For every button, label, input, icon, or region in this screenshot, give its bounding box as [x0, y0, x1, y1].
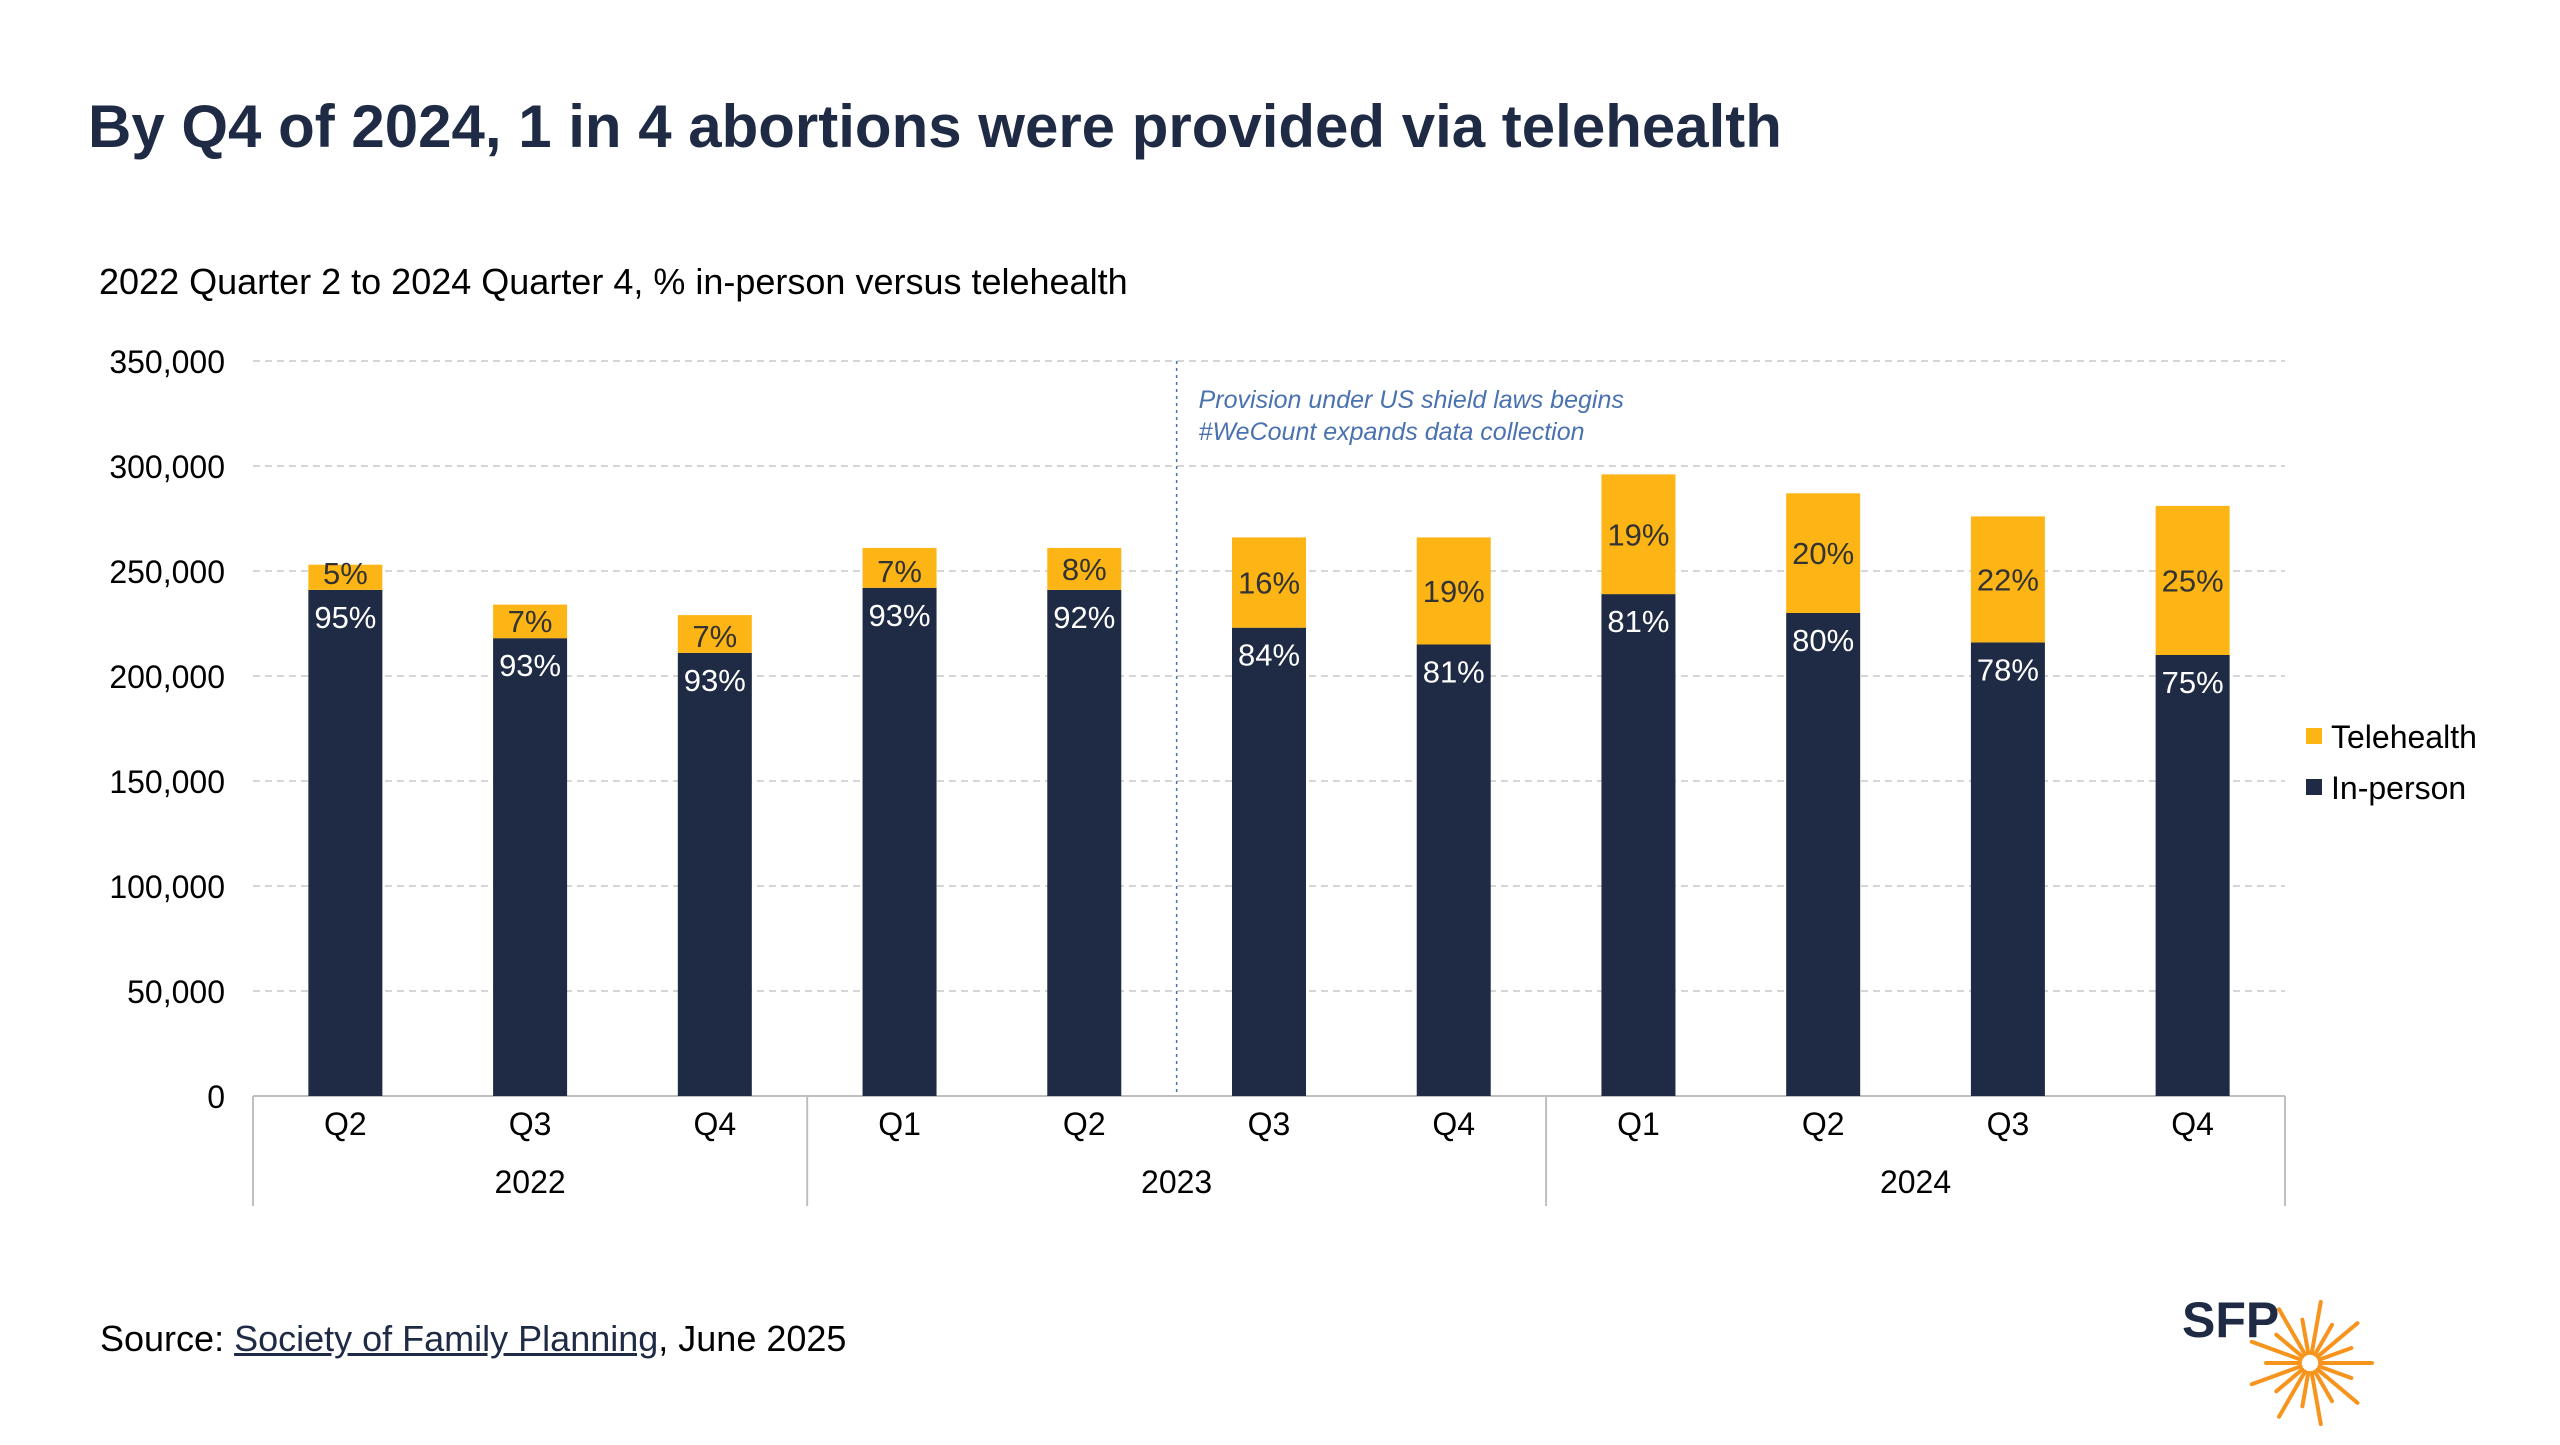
data-label-in-person: 78% — [1977, 652, 2039, 687]
legend-label: Telehealth — [2331, 719, 2477, 755]
starburst-ray — [2309, 1370, 2323, 1427]
bar-in-person — [493, 638, 568, 1096]
x-tick-label: Q3 — [1248, 1106, 1291, 1142]
starburst-ray — [2315, 1367, 2360, 1405]
x-group-label: 2022 — [494, 1164, 565, 1200]
y-tick-label: 50,000 — [127, 974, 225, 1010]
bar-in-person — [308, 589, 383, 1096]
data-label-in-person: 92% — [1053, 600, 1115, 635]
bar-in-person — [862, 587, 937, 1096]
bar-telehealth — [1786, 493, 1861, 613]
y-tick-label: 200,000 — [109, 659, 225, 695]
annotation-text: #WeCount expands data collection — [1199, 418, 1585, 446]
x-tick-label: Q4 — [693, 1106, 736, 1142]
y-tick-label: 300,000 — [109, 449, 225, 485]
starburst-ray — [2274, 1332, 2305, 1359]
x-tick-label: Q2 — [324, 1106, 367, 1142]
source-prefix: Source: — [100, 1318, 235, 1359]
data-label-telehealth: 8% — [1062, 552, 1107, 587]
chart-subtitle: 2022 Quarter 2 to 2024 Quarter 4, % in-p… — [99, 261, 1128, 302]
data-label-in-person: 75% — [2162, 665, 2224, 700]
bar-in-person — [1416, 644, 1491, 1096]
y-tick-label: 350,000 — [109, 344, 225, 380]
bar-in-person — [1786, 613, 1861, 1096]
bar-telehealth — [1232, 537, 1306, 628]
starburst-ray — [2313, 1369, 2334, 1404]
data-label-in-person: 93% — [499, 648, 561, 683]
logo-text: SFP — [2182, 1292, 2280, 1348]
data-label-telehealth: 7% — [692, 619, 737, 654]
legend-label: In-person — [2331, 770, 2466, 806]
bar-in-person — [677, 652, 752, 1096]
source-link[interactable]: Society of Family Planning — [234, 1318, 659, 1359]
bar-telehealth — [493, 604, 568, 639]
data-label-in-person: 93% — [684, 663, 746, 698]
sfp-logo: SFP — [2170, 1285, 2410, 1445]
bar-in-person — [1047, 589, 1122, 1096]
data-label-in-person: 80% — [1792, 623, 1854, 658]
bar-telehealth — [1970, 516, 2045, 643]
y-tick-label: 100,000 — [109, 869, 225, 905]
data-label-in-person: 95% — [314, 600, 376, 635]
data-label-telehealth: 19% — [1423, 574, 1485, 609]
bar-in-person — [1232, 627, 1306, 1096]
x-group-label: 2024 — [1880, 1164, 1951, 1200]
starburst-ray — [2249, 1364, 2303, 1387]
data-label-in-person: 81% — [1607, 604, 1669, 639]
starburst-ray — [2277, 1307, 2307, 1357]
y-tick-label: 250,000 — [109, 554, 225, 590]
starburst-ray — [2309, 1299, 2323, 1356]
x-tick-label: Q1 — [878, 1106, 921, 1142]
x-group-label: 2023 — [1141, 1164, 1212, 1200]
source-suffix: , June 2025 — [658, 1318, 847, 1359]
x-tick-label: Q4 — [2171, 1106, 2214, 1142]
data-label-telehealth: 7% — [877, 554, 922, 589]
data-label-telehealth: 22% — [1977, 562, 2039, 597]
legend-swatch — [2306, 779, 2322, 795]
x-tick-label: Q2 — [1802, 1106, 1845, 1142]
data-label-in-person: 81% — [1423, 655, 1485, 690]
data-label-in-person: 84% — [1238, 638, 1300, 673]
starburst-ray — [2300, 1370, 2311, 1409]
starburst-ray — [2313, 1322, 2334, 1357]
x-tick-label: Q3 — [1987, 1106, 2030, 1142]
bar-in-person — [1970, 642, 2045, 1096]
starburst-ray — [2315, 1321, 2360, 1359]
data-label-telehealth: 25% — [2162, 563, 2224, 598]
x-tick-label: Q2 — [1063, 1106, 1106, 1142]
bar-telehealth — [677, 615, 752, 653]
data-label-telehealth: 20% — [1792, 536, 1854, 571]
bar-telehealth — [1416, 537, 1491, 645]
bar-telehealth — [2155, 505, 2230, 655]
data-label-telehealth: 7% — [508, 604, 553, 639]
annotation-text: Provision under US shield laws begins — [1199, 386, 1624, 414]
bar-in-person — [1601, 594, 1676, 1096]
data-label-telehealth: 16% — [1238, 566, 1300, 601]
bar-telehealth — [1601, 474, 1676, 595]
data-label-telehealth: 5% — [323, 556, 368, 591]
source-line: Source: Society of Family Planning, June… — [100, 1318, 846, 1360]
bar-telehealth — [1047, 547, 1122, 590]
x-tick-label: Q4 — [1432, 1106, 1475, 1142]
x-tick-label: Q1 — [1617, 1106, 1660, 1142]
starburst-ray — [2317, 1364, 2354, 1381]
y-tick-label: 0 — [207, 1079, 225, 1115]
x-tick-label: Q3 — [509, 1106, 552, 1142]
data-label-telehealth: 19% — [1607, 517, 1669, 552]
bar-in-person — [2155, 655, 2230, 1096]
bar-telehealth — [308, 564, 383, 590]
starburst-ray — [2277, 1369, 2307, 1419]
starburst-ray — [2249, 1339, 2303, 1362]
starburst-ray — [2274, 1367, 2305, 1394]
legend-swatch — [2306, 728, 2322, 744]
page-title: By Q4 of 2024, 1 in 4 abortions were pro… — [88, 93, 1782, 160]
bar-telehealth — [862, 547, 937, 588]
starburst-ray — [2317, 1345, 2354, 1362]
starburst-ray — [2300, 1317, 2311, 1356]
starburst-icon — [2249, 1299, 2374, 1427]
data-label-in-person: 93% — [869, 598, 931, 633]
y-tick-label: 150,000 — [109, 764, 225, 800]
stacked-bar-chart: 0 50,000 100,000 150,000 200,000 250,000 300,0… — [109, 344, 2477, 1206]
